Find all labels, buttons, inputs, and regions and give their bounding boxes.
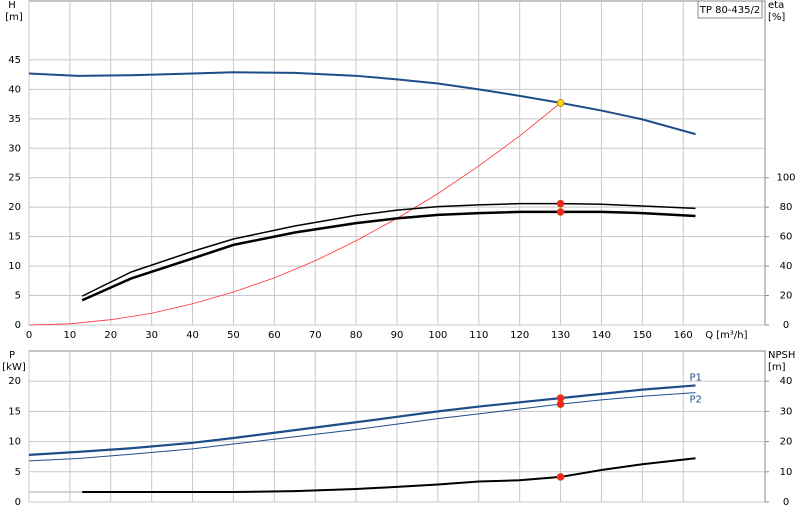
y2-tick-label: 40 xyxy=(780,376,793,387)
x-tick-label: 110 xyxy=(469,330,488,341)
x-tick-label: 80 xyxy=(350,330,363,341)
operating-point xyxy=(556,473,565,481)
x-tick-label: 10 xyxy=(64,330,77,341)
y-tick-label: 15 xyxy=(8,406,21,417)
y2-tick-label: 60 xyxy=(780,232,793,243)
y2-axis-label: NPSH xyxy=(768,350,795,361)
y-tick-label: 20 xyxy=(8,376,21,387)
curve-label: P1 xyxy=(689,372,701,383)
y2-tick-label: 20 xyxy=(780,291,793,302)
chart-title: TP 80-435/2 xyxy=(699,5,760,16)
y-tick-label: 10 xyxy=(8,261,21,272)
y-axis-label: H xyxy=(8,0,16,11)
x-tick-label: 20 xyxy=(104,330,117,341)
operating-point xyxy=(556,400,565,408)
operating-point xyxy=(556,99,565,107)
curve xyxy=(81,202,696,297)
x-axis-label: Q [m³/h] xyxy=(705,330,747,341)
x-tick-label: 30 xyxy=(145,330,158,341)
y2-axis-label: eta xyxy=(768,0,784,11)
y2-tick-label: 0 xyxy=(783,497,789,508)
curve xyxy=(81,210,696,302)
y-tick-label: 0 xyxy=(15,320,21,331)
y-tick-label: 45 xyxy=(8,55,21,66)
y2-tick-label: 40 xyxy=(780,261,793,272)
y2-axis-unit: [m] xyxy=(768,362,786,373)
y2-tick-label: 30 xyxy=(780,406,793,417)
y-axis-unit: [m] xyxy=(5,12,23,23)
y-axis-unit: [kW] xyxy=(2,362,26,373)
y-tick-label: 25 xyxy=(8,173,21,184)
y-tick-label: 5 xyxy=(15,467,21,478)
y-tick-label: 30 xyxy=(8,143,21,154)
x-tick-label: 40 xyxy=(186,330,199,341)
x-tick-label: 150 xyxy=(633,330,652,341)
y-tick-label: 5 xyxy=(15,291,21,302)
y2-tick-label: 0 xyxy=(783,320,789,331)
y2-tick-label: 100 xyxy=(776,173,795,184)
x-tick-label: 140 xyxy=(592,330,611,341)
y-axis-label: P xyxy=(9,350,15,361)
title-box xyxy=(697,0,763,19)
y2-tick-label: 80 xyxy=(780,202,793,213)
curve xyxy=(28,384,696,456)
curve xyxy=(82,457,696,494)
x-tick-label: 100 xyxy=(428,330,447,341)
x-tick-label: 160 xyxy=(674,330,693,341)
y-tick-label: 10 xyxy=(8,437,21,448)
x-tick-label: 90 xyxy=(391,330,404,341)
y-tick-label: 0 xyxy=(15,497,21,508)
curve xyxy=(28,102,561,326)
curve xyxy=(28,71,696,136)
y2-tick-label: 10 xyxy=(780,467,793,478)
y-tick-label: 35 xyxy=(8,114,21,125)
operating-point xyxy=(556,199,565,208)
y2-axis-unit: [%] xyxy=(768,12,785,23)
x-tick-label: 70 xyxy=(309,330,322,341)
x-tick-label: 130 xyxy=(551,330,570,341)
y-tick-label: 40 xyxy=(8,84,21,95)
curve-label: P2 xyxy=(689,395,701,406)
operating-point xyxy=(556,208,565,216)
y2-tick-label: 20 xyxy=(780,437,793,448)
x-tick-label: 0 xyxy=(26,330,32,341)
x-tick-label: 60 xyxy=(268,330,281,341)
curve xyxy=(28,392,696,462)
y-tick-label: 20 xyxy=(8,202,21,213)
x-tick-label: 120 xyxy=(510,330,529,341)
x-tick-label: 50 xyxy=(227,330,240,341)
y-tick-label: 15 xyxy=(8,232,21,243)
